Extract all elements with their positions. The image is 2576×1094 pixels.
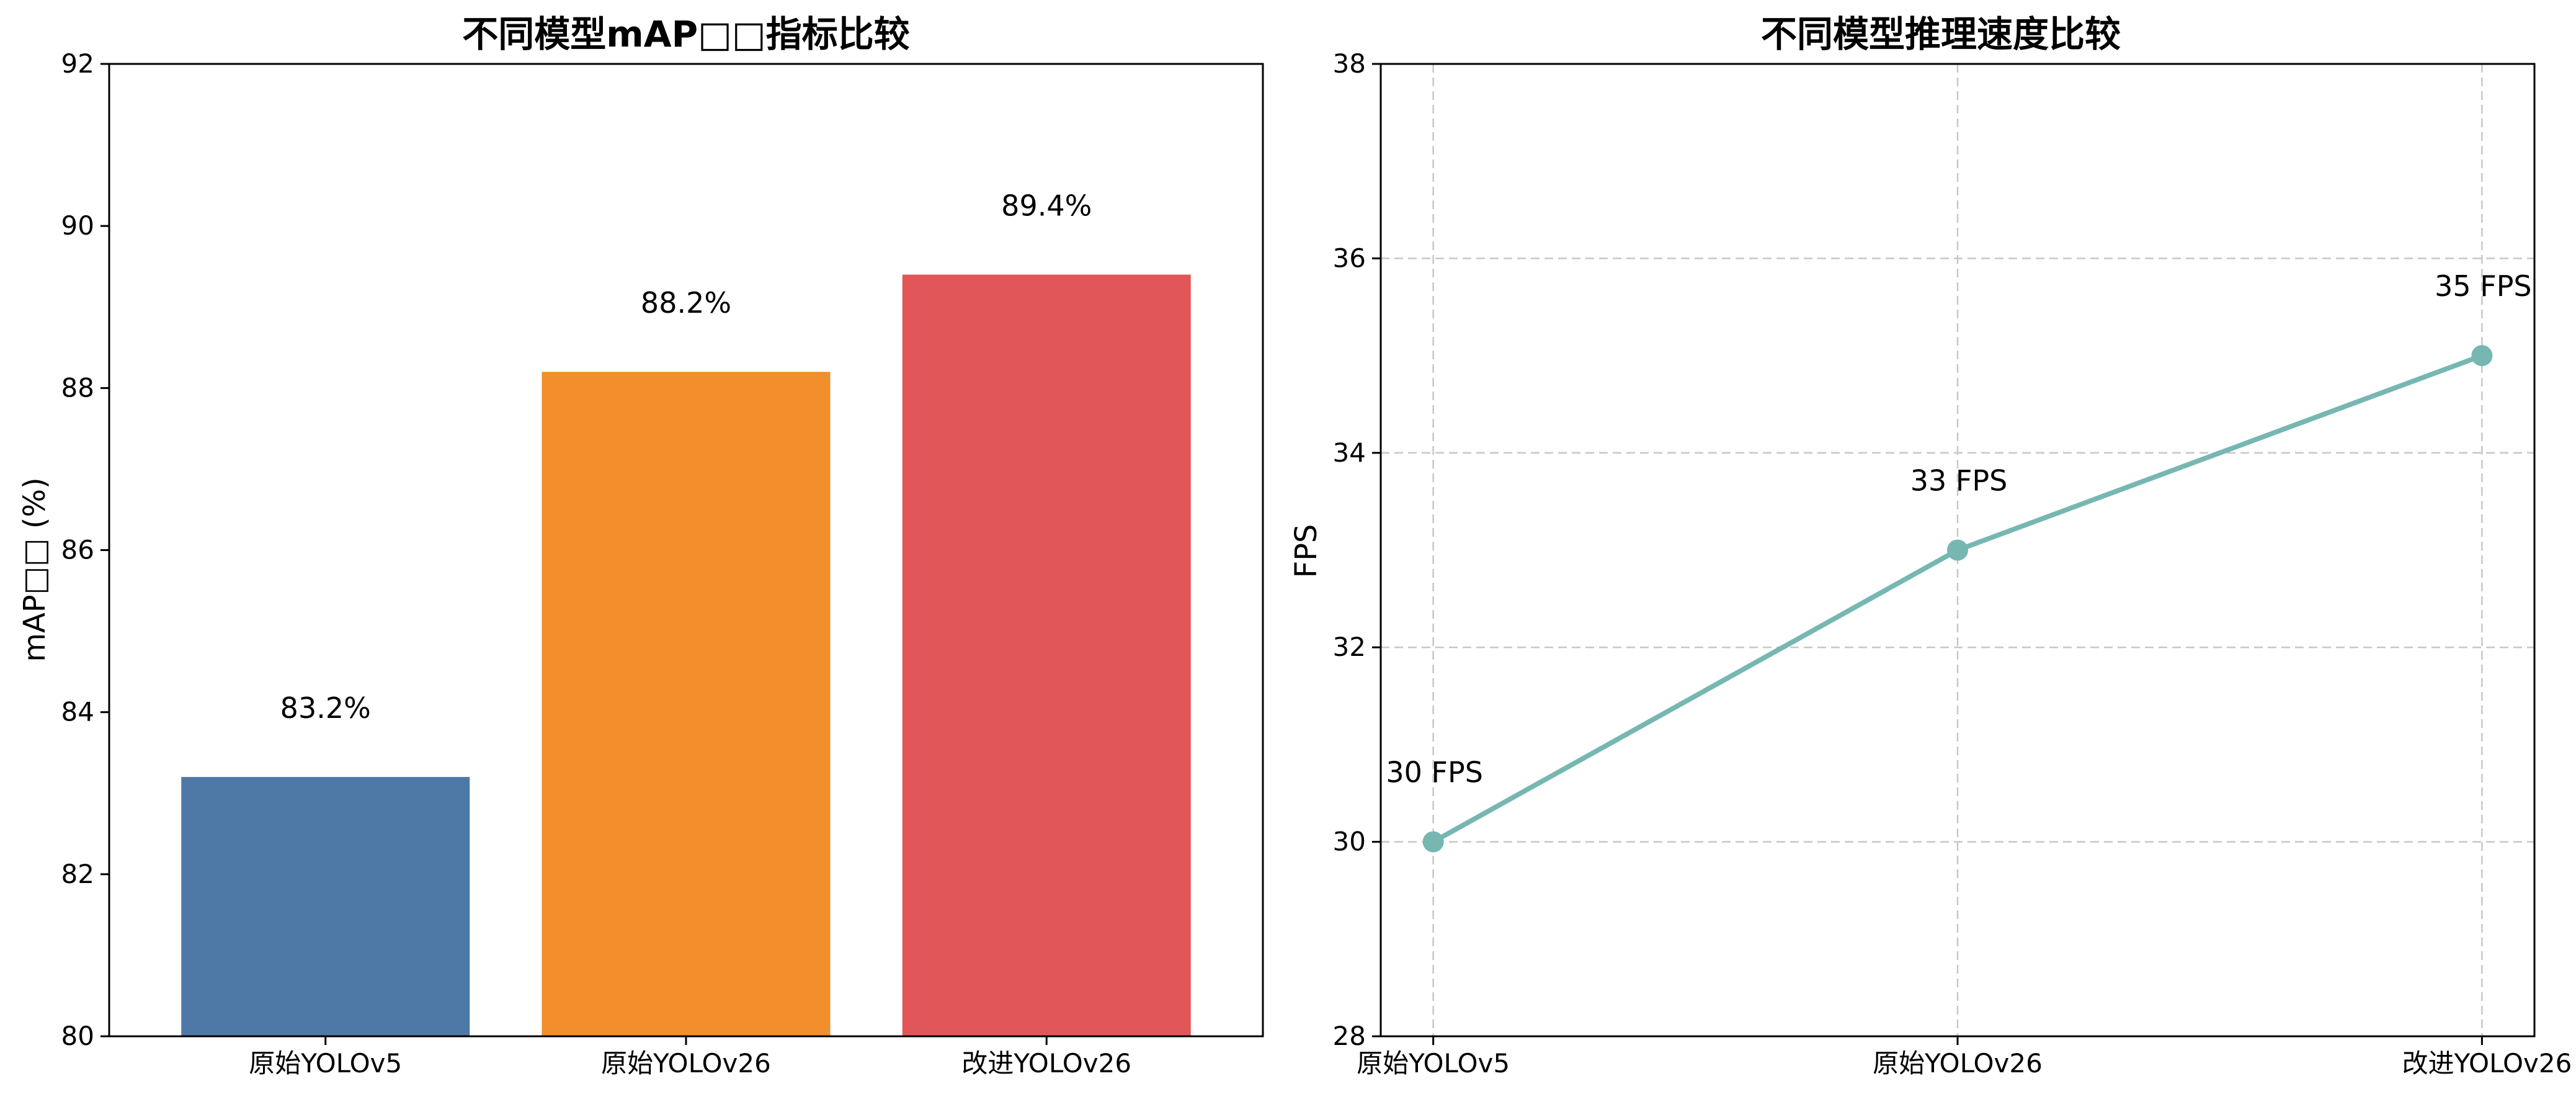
fps-value-label: 33 FPS [1910, 464, 2008, 498]
line-y-tick-label: 34 [1333, 437, 1366, 468]
bar-3 [902, 274, 1191, 1037]
bar-y-tick-label: 88 [61, 372, 94, 403]
bar-x-tick-label: 原始YOLOv26 [601, 1048, 771, 1078]
bar-2 [541, 372, 831, 1036]
line-chart-frame [1379, 63, 2536, 1038]
line-chart-y-axis-label: FPS [1289, 524, 1324, 578]
bar-y-tick-label: 92 [61, 48, 94, 79]
bar-value-label: 83.2% [280, 691, 371, 725]
line-chart-plot-area: 28 30 32 34 36 38 30 FPS 原始YOLOv5 33 FPS 原始YOLOv2… [1333, 48, 2572, 1078]
line-y-tick-label: 28 [1333, 1021, 1366, 1051]
fps-value-label: 35 FPS [2435, 269, 2532, 303]
fps-line-chart: 不同模型推理速度比较 FPS 28 30 32 34 36 38 30 FPS 原始YOLOv… [1289, 13, 2572, 1078]
line-chart-title: 不同模型推理速度比较 [1761, 13, 2121, 55]
bar-y-tick-label: 86 [61, 535, 94, 565]
line-x-tick-label: 原始YOLOv5 [1357, 1048, 1510, 1078]
bar-chart-y-axis-label: mAP□□ (%) [17, 477, 52, 662]
fps-value-label: 30 FPS [1386, 756, 1483, 789]
bar-chart-title: 不同模型mAP□□指标比较 [462, 13, 909, 55]
line-y-tick-label: 36 [1333, 243, 1366, 273]
bar-chart-frame [108, 63, 1264, 1038]
fps-point-2 [1947, 539, 1968, 561]
bar-x-tick-label: 原始YOLOv5 [249, 1048, 402, 1078]
fps-point-3 [2471, 345, 2493, 367]
line-y-tick-label: 32 [1333, 632, 1366, 662]
line-x-tick-label: 改进YOLOv26 [2402, 1048, 2572, 1078]
line-y-tick-label: 38 [1333, 48, 1366, 79]
bar-x-tick-label: 改进YOLOv26 [961, 1048, 1131, 1078]
bar-value-label: 88.2% [641, 286, 731, 320]
bar-y-tick-label: 82 [61, 859, 94, 889]
line-y-tick-label: 30 [1333, 827, 1366, 857]
bar-y-tick-label: 84 [61, 697, 94, 727]
bar-1 [181, 777, 470, 1036]
bar-y-tick-label: 90 [61, 210, 94, 241]
bar-chart-plot-area: 80 82 84 86 88 90 92 83.2% 原始YOLOv5 88.2% 原始YOLOv2… [61, 48, 1191, 1078]
bar-y-tick-label: 80 [61, 1021, 94, 1051]
map-bar-chart: 不同模型mAP□□指标比较 mAP□□ (%) 80 82 84 86 88 90 92 83… [17, 13, 1264, 1078]
bar-value-label: 89.4% [1001, 189, 1092, 223]
fps-point-1 [1422, 831, 1444, 853]
line-x-tick-label: 原始YOLOv26 [1873, 1048, 2043, 1078]
